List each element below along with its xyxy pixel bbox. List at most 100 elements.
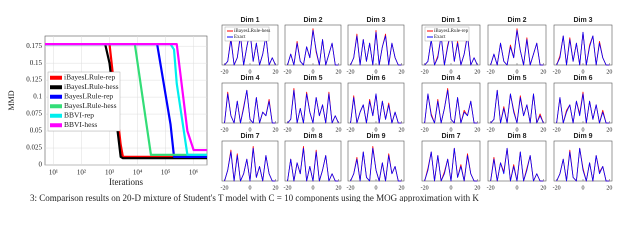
series-line	[287, 89, 339, 124]
x-tick-label: -20	[221, 69, 229, 75]
x-tick-label: 10⁴	[133, 169, 143, 177]
x-tick-label: 20	[474, 185, 480, 191]
x-tick-label: -20	[347, 127, 355, 133]
x-tick-label: -20	[487, 127, 495, 133]
legend-label: BBVI-rep	[64, 110, 94, 119]
x-tick-label: 0	[375, 69, 378, 75]
x-tick-label: 20	[606, 69, 612, 75]
x-tick-label: -20	[421, 127, 429, 133]
x-tick-label: 0	[450, 69, 453, 75]
y-tick-label: 0.1	[33, 93, 42, 101]
x-tick-label: 20	[398, 185, 404, 191]
legend-box	[224, 26, 270, 42]
x-tick-label: 0	[249, 127, 252, 133]
x-tick-label: 20	[335, 127, 341, 133]
panel-title: Dim 2	[303, 17, 322, 24]
panel-title: Dim 5	[303, 75, 322, 82]
x-tick-label: 0	[249, 185, 252, 191]
x-tick-label: -20	[487, 69, 495, 75]
series-line	[424, 89, 478, 124]
legend-label: BayesLRule-hess	[64, 101, 117, 110]
x-axis-label: Iterations	[109, 177, 143, 187]
x-tick-label: 0	[450, 127, 453, 133]
panel-title: Dim 3	[366, 17, 385, 24]
x-tick-label: 20	[398, 69, 404, 75]
panel-title: Dim 5	[507, 75, 526, 82]
y-tick-label: 0.025	[26, 144, 42, 152]
x-tick-label: 20	[335, 69, 341, 75]
series-line	[490, 30, 544, 66]
x-tick-label: 0	[516, 185, 519, 191]
x-tick-label: -20	[487, 185, 495, 191]
x-tick-label: -20	[284, 69, 292, 75]
x-tick-label: 0	[516, 69, 519, 75]
x-tick-label: 10⁶	[189, 169, 199, 177]
plot-area	[487, 82, 547, 124]
x-tick-label: 20	[398, 127, 404, 133]
y-tick-label: 0.075	[26, 110, 42, 118]
series-line	[224, 89, 276, 124]
series-line	[556, 31, 610, 66]
panel-title: Dim 6	[573, 75, 592, 82]
x-tick-label: 10⁵	[161, 169, 171, 177]
legend-label: BBVI-hess	[64, 120, 97, 129]
legend-label: iBayesLRule-rep	[64, 72, 115, 81]
caption: 3: Comparison results on 20-D mixture of…	[30, 193, 479, 202]
panel-title: Dim 2	[507, 17, 526, 24]
x-tick-label: -20	[347, 185, 355, 191]
panel-title: Dim 3	[573, 17, 592, 24]
panel-title: Dim 6	[366, 75, 385, 82]
x-tick-label: -20	[421, 69, 429, 75]
plot-area	[553, 24, 613, 66]
x-tick-label: 20	[540, 69, 546, 75]
y-tick-label: 0.05	[30, 127, 43, 135]
x-tick-label: 20	[606, 185, 612, 191]
x-tick-label: 0	[312, 185, 315, 191]
panel-title: Dim 1	[441, 17, 460, 24]
x-tick-label: 20	[540, 185, 546, 191]
series-line	[350, 31, 402, 66]
series-line	[287, 30, 339, 66]
series-line	[490, 89, 544, 124]
series-line	[350, 93, 402, 124]
series-line	[350, 147, 402, 182]
panel-title: Dim 8	[303, 133, 322, 140]
series-line	[224, 147, 276, 182]
legend-label: iBayesLRule-rep	[434, 29, 469, 34]
x-tick-label: 0	[516, 127, 519, 133]
plot-area	[221, 140, 279, 182]
legend-box	[47, 71, 121, 132]
x-tick-label: -20	[284, 185, 292, 191]
figure: 3: Comparison results on 20-D mixture of…	[7, 17, 613, 202]
x-tick-label: 0	[582, 127, 585, 133]
legend-label: iBayesLRule-hess	[64, 82, 119, 91]
x-tick-label: 20	[335, 185, 341, 191]
x-tick-label: 20	[474, 127, 480, 133]
page: {"chart_data": [ {"type": "line", "xlabe…	[6, 16, 613, 202]
plot-area	[347, 82, 405, 124]
x-tick-label: 10³	[105, 169, 114, 177]
x-tick-label: 0	[582, 185, 585, 191]
x-tick-label: 20	[474, 69, 480, 75]
x-tick-label: -20	[421, 185, 429, 191]
x-tick-label: -20	[221, 127, 229, 133]
plot-area	[421, 140, 481, 182]
plot-area	[553, 82, 613, 124]
x-tick-label: 0	[249, 69, 252, 75]
y-tick-label: 0.175	[26, 42, 42, 50]
x-tick-label: -20	[284, 127, 292, 133]
x-tick-label: 20	[606, 127, 612, 133]
x-tick-label: 0	[375, 127, 378, 133]
legend-label: BayesLRule-rep	[64, 91, 113, 100]
panel-title: Dim 4	[441, 75, 460, 82]
panel-title: Dim 9	[573, 133, 592, 140]
legend-box	[424, 26, 470, 42]
panel-title: Dim 7	[240, 133, 259, 140]
y-tick-label: 0.125	[26, 76, 42, 84]
x-tick-label: 10²	[77, 169, 86, 177]
legend-label: Exact	[234, 35, 246, 40]
x-tick-label: 20	[272, 185, 278, 191]
x-tick-label: 10¹	[49, 169, 58, 177]
plot-area	[284, 82, 342, 124]
series-line	[556, 93, 610, 124]
